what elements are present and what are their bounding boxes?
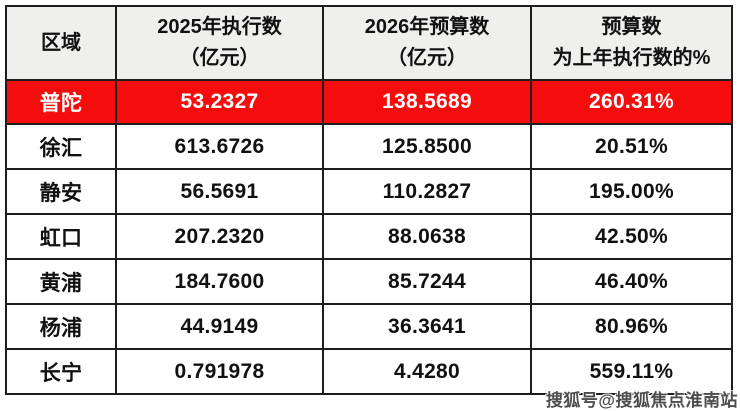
region-cell: 杨浦 [5,303,117,350]
exec2025-cell: 44.9149 [115,303,324,350]
header-row: 区域 2025年执行数 （亿元） 2026年预算数 （亿元） 预算数 为上年执行… [5,5,733,81]
budget2026-cell: 85.7244 [322,258,532,305]
exec2025-cell: 207.2320 [115,213,324,260]
col-header-budget2026-line2: （亿元） [387,47,467,69]
budget2026-cell: 36.3641 [322,303,532,350]
budget2026-cell: 138.5689 [322,79,532,125]
region-cell: 黄浦 [5,258,117,305]
budget2026-cell: 110.2827 [322,168,532,215]
budget2026-cell: 88.0638 [322,213,532,260]
col-header-budget2026-line1: 2026年预算数 [364,16,490,38]
exec2025-cell: 53.2327 [115,79,324,125]
pct-cell: 559.11% [530,348,733,395]
table-row-hongkou: 虹口 207.2320 88.0638 42.50% [5,213,733,260]
table-row-jingan: 静安 56.5691 110.2827 195.00% [5,168,733,215]
pct-cell: 260.31% [530,79,733,125]
table-row-putuo: 普陀 53.2327 138.5689 260.31% [5,79,733,125]
exec2025-cell: 184.7600 [115,258,324,305]
col-header-pct-line1: 预算数 [601,16,662,38]
pct-cell: 46.40% [530,258,733,305]
table-row-huangpu: 黄浦 184.7600 85.7244 46.40% [5,258,733,305]
region-cell: 普陀 [5,79,117,125]
region-cell: 静安 [5,168,117,215]
table-row-xuhui: 徐汇 613.6726 125.8500 20.51% [5,123,733,170]
col-header-pct: 预算数 为上年执行数的% [530,5,733,81]
col-header-budget2026: 2026年预算数 （亿元） [322,5,532,81]
col-header-pct-line2: 为上年执行数的% [552,47,711,69]
exec2025-cell: 56.5691 [115,168,324,215]
pct-cell: 195.00% [530,168,733,215]
exec2025-cell: 613.6726 [115,123,324,170]
table-row-yangpu: 杨浦 44.9149 36.3641 80.96% [5,303,733,350]
region-cell: 虹口 [5,213,117,260]
region-cell: 长宁 [5,348,117,395]
pct-cell: 20.51% [530,123,733,170]
budget2026-cell: 4.4280 [322,348,532,395]
exec2025-cell: 0.791978 [115,348,324,395]
region-cell: 徐汇 [5,123,117,170]
table-row-changning: 长宁 0.791978 4.4280 559.11% [5,348,733,395]
col-header-region-label: 区域 [41,31,81,54]
col-header-exec2025-line1: 2025年执行数 [157,16,282,38]
col-header-exec2025-line2: （亿元） [179,47,260,69]
budget2026-cell: 125.8500 [322,123,532,170]
col-header-region: 区域 [5,5,117,81]
district-budget-table: 区域 2025年执行数 （亿元） 2026年预算数 （亿元） 预算数 为上年执行… [5,5,733,395]
col-header-exec2025: 2025年执行数 （亿元） [115,5,324,81]
pct-cell: 80.96% [530,303,733,350]
pct-cell: 42.50% [530,213,733,260]
